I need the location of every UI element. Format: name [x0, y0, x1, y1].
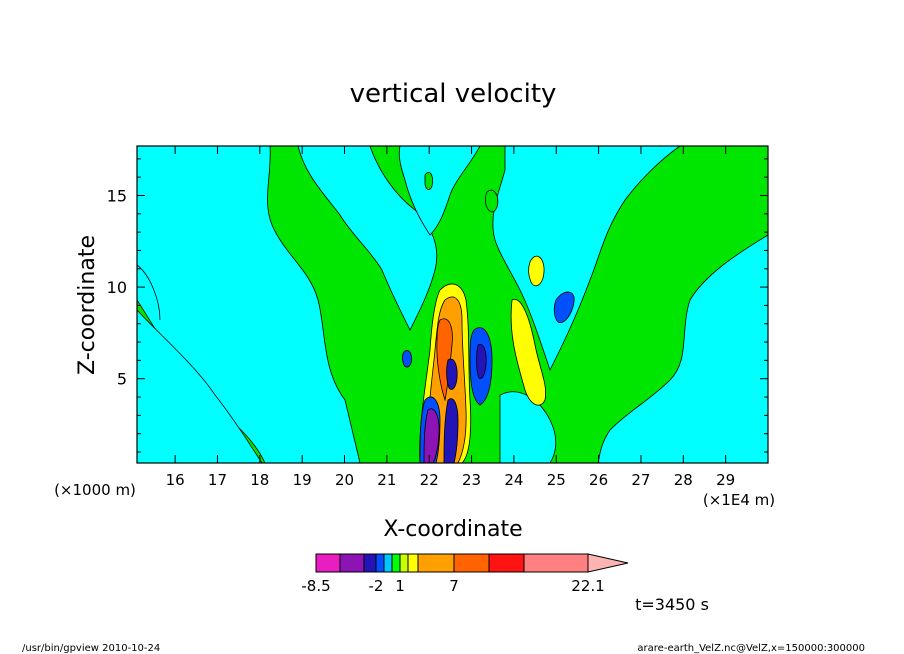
contour-region-purple — [423, 408, 440, 463]
colorbar-segment — [523, 553, 589, 573]
x-tick-label: 17 — [208, 471, 227, 489]
colorbar-segment — [375, 553, 385, 573]
contour-region-green-island-2 — [484, 189, 499, 213]
contour-region-darkblue-right — [476, 344, 487, 379]
x-units-note: (×1E4 m) — [703, 491, 775, 509]
y-tick-label: 10 — [107, 278, 127, 297]
contour-region-cyan-central — [398, 146, 481, 236]
contour-region-cyan-lower — [499, 391, 557, 463]
colorbar-tick-label: 1 — [395, 577, 405, 595]
contour-region-darkblue-core2 — [446, 358, 458, 390]
x-axis-ticks: 16 17 18 19 20 21 22 23 24 25 26 27 28 29 — [166, 146, 735, 489]
footer-right: arare-earth_VelZ.nc@VelZ,x=150000:300000 — [637, 643, 865, 654]
y-units-note: (×1000 m) — [54, 481, 136, 499]
colorbar-segment — [488, 553, 525, 573]
contour-region-cyan-upper — [297, 146, 438, 331]
x-tick-label: 20 — [335, 471, 354, 489]
colorbar-tick-label: -2 — [369, 577, 384, 595]
contour-region-blue-dot — [401, 350, 412, 368]
contour-region-darkblue-core — [443, 398, 459, 463]
colorbar-tick-label: -8.5 — [301, 577, 330, 595]
x-tick-label: 19 — [293, 471, 312, 489]
contour-region-blue-small — [553, 291, 575, 323]
x-tick-label: 23 — [462, 471, 481, 489]
colorbar-tick-label: 22.1 — [571, 577, 604, 595]
contour-region-green-island-1 — [424, 171, 433, 190]
x-tick-label: 22 — [420, 471, 439, 489]
x-axis-label: X-coordinate — [383, 517, 522, 542]
contour-region-cyan-farright — [597, 234, 768, 463]
contour-region-yellow-1 — [510, 299, 547, 406]
colorbar-segment — [339, 553, 365, 573]
colorbar-segment — [363, 553, 377, 573]
x-tick-label: 25 — [547, 471, 566, 489]
contour-region-cyan-lowerleft — [137, 309, 263, 463]
colorbar-segment — [453, 553, 490, 573]
contour-field — [137, 146, 768, 463]
x-tick-label: 29 — [716, 471, 735, 489]
colorbar-segment — [383, 553, 393, 573]
x-tick-label: 24 — [504, 471, 523, 489]
footer-left: /usr/bin/gpview 2010-10-24 — [22, 643, 160, 654]
colorbar-segment — [315, 553, 341, 573]
y-axis-label: Z-coordinate — [75, 235, 100, 375]
colorbar-tick-label: 7 — [449, 577, 459, 595]
x-tick-label: 21 — [377, 471, 396, 489]
time-annotation: t=3450 s — [635, 595, 709, 614]
colorbar-segment — [391, 553, 401, 573]
colorbar-extend-arrow — [587, 553, 629, 573]
colorbar-tick-labels: -8.5 -2 1 7 22.1 — [301, 577, 604, 595]
contour-region-darkorange — [436, 318, 453, 402]
y-tick-label: 5 — [117, 370, 127, 389]
colorbar-segment — [407, 553, 419, 573]
x-tick-label: 28 — [674, 471, 693, 489]
y-tick-label: 15 — [107, 186, 127, 205]
x-tick-label: 26 — [589, 471, 608, 489]
contour-region-yellow-2 — [528, 255, 545, 287]
x-tick-label: 18 — [250, 471, 269, 489]
x-tick-label: 16 — [166, 471, 185, 489]
chart-title: vertical velocity — [350, 79, 557, 109]
colorbar — [315, 553, 629, 573]
plot-frame — [136, 145, 769, 464]
contour-region-cyan-right — [492, 146, 681, 372]
colorbar-segment — [399, 553, 409, 573]
colorbar-segment — [417, 553, 455, 573]
y-axis-ticks: 5 10 15 — [107, 158, 768, 453]
x-tick-label: 27 — [631, 471, 650, 489]
